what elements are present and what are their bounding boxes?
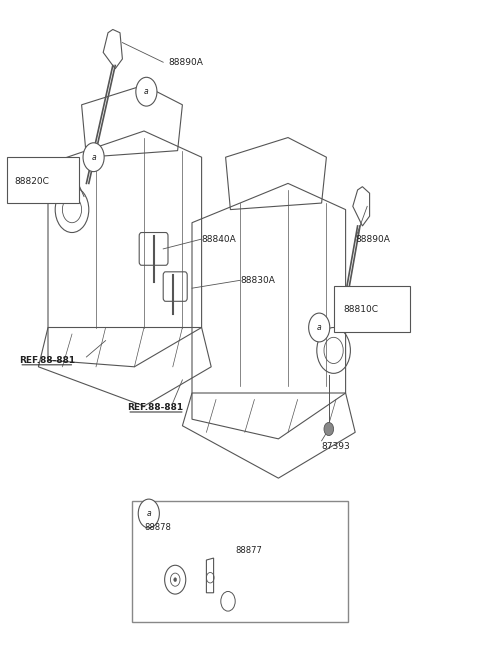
Circle shape	[309, 313, 330, 342]
Text: 88840A: 88840A	[202, 234, 236, 244]
Text: REF.88-881: REF.88-881	[19, 356, 75, 365]
Text: 88820C: 88820C	[14, 177, 49, 186]
FancyBboxPatch shape	[334, 286, 410, 332]
FancyBboxPatch shape	[7, 157, 79, 203]
Circle shape	[324, 422, 334, 436]
Circle shape	[136, 77, 157, 106]
Text: REF.88-881: REF.88-881	[127, 403, 183, 412]
Circle shape	[174, 578, 177, 582]
Text: a: a	[317, 323, 322, 332]
Text: 88810C: 88810C	[343, 305, 378, 314]
Text: a: a	[91, 153, 96, 162]
Text: 88890A: 88890A	[168, 58, 203, 67]
Text: 88877: 88877	[235, 546, 262, 555]
Text: a: a	[144, 87, 149, 96]
Text: 88830A: 88830A	[240, 276, 275, 285]
Text: 88878: 88878	[144, 523, 171, 532]
Text: 88890A: 88890A	[355, 234, 390, 244]
Text: 87393: 87393	[322, 442, 350, 451]
Circle shape	[83, 143, 104, 172]
Circle shape	[138, 499, 159, 528]
Text: a: a	[146, 509, 151, 518]
FancyBboxPatch shape	[132, 501, 348, 622]
